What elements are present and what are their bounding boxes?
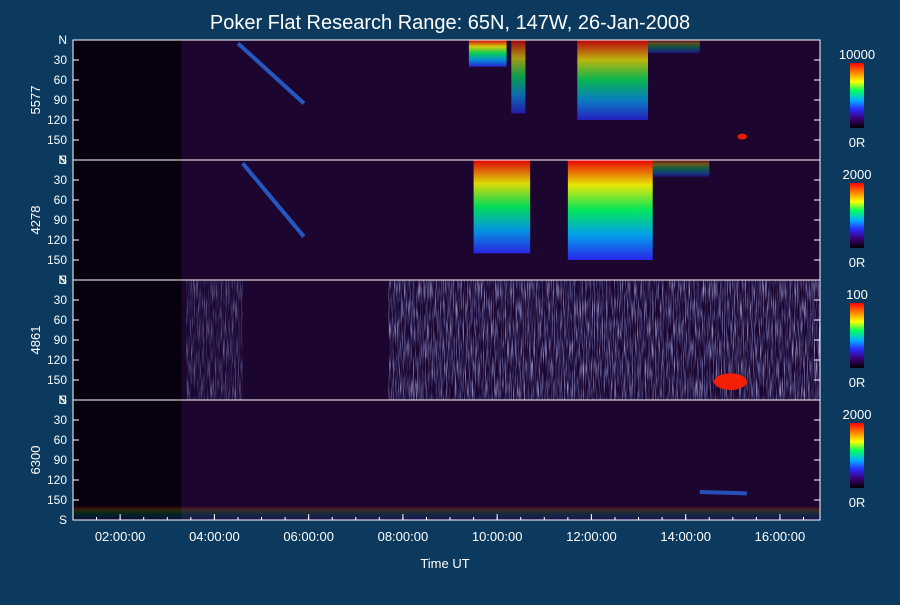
emission-feature-spot (737, 133, 747, 140)
emission-feature-noise (388, 280, 820, 400)
emission-feature-band (652, 160, 710, 177)
emission-feature-band (577, 40, 648, 120)
x-tick-label: 10:00:00 (472, 529, 523, 544)
y-tick-label: 90 (54, 333, 68, 347)
x-tick-label: 04:00:00 (189, 529, 240, 544)
y-tick-label: 120 (47, 233, 67, 247)
emission-feature-band (647, 40, 700, 54)
y-tick-label: S (59, 393, 67, 407)
colorbar (850, 303, 864, 368)
x-axis-label: Time UT (420, 556, 469, 571)
x-tick-label: 16:00:00 (755, 529, 806, 544)
emission-feature-band (567, 160, 653, 260)
y-tick-label: 150 (47, 493, 67, 507)
emission-feature-noise (186, 280, 243, 400)
y-tick-label: 120 (47, 353, 67, 367)
panel-ylabel: 4861 (28, 326, 43, 355)
y-tick-label: 150 (47, 373, 67, 387)
x-tick-label: 14:00:00 (660, 529, 711, 544)
emission-feature-spot (713, 373, 747, 390)
y-tick-label: 90 (54, 93, 68, 107)
emission-feature-band (511, 40, 526, 114)
emission-feature-band (73, 506, 820, 520)
y-tick-label: 150 (47, 253, 67, 267)
x-tick-label: 08:00:00 (378, 529, 429, 544)
y-tick-label: 60 (54, 433, 68, 447)
emission-feature-arc (241, 162, 306, 238)
y-tick-label: 30 (54, 413, 68, 427)
colorbar-max-label: 100 (846, 287, 868, 302)
panel-4278: N 30 60 90 120 150 S 4278 2000 0R (28, 153, 871, 287)
y-tick-label: 60 (54, 193, 68, 207)
colorbar (850, 63, 864, 128)
y-tick-label: 30 (54, 173, 68, 187)
y-tick-label: N (58, 393, 67, 407)
y-tick-label: N (58, 153, 67, 167)
chart-title: Poker Flat Research Range: 65N, 147W, 26… (210, 12, 690, 34)
y-tick-label: 60 (54, 313, 68, 327)
panel-5577: N 30 60 90 120 150 S 5577 10000 0R (28, 33, 875, 167)
y-tick-label: N (58, 273, 67, 287)
colorbar (850, 423, 864, 488)
y-tick-label: 90 (54, 213, 68, 227)
colorbar (850, 183, 864, 248)
x-tick-label: 02:00:00 (95, 529, 146, 544)
panel-ylabel: 5577 (28, 86, 43, 115)
y-tick-label: 60 (54, 73, 68, 87)
panel-ylabel: 6300 (28, 446, 43, 475)
emission-feature-arc (699, 490, 748, 496)
y-tick-label: S (59, 273, 67, 287)
y-tick-label: 150 (47, 133, 67, 147)
colorbar-min-label: 0R (849, 135, 866, 150)
colorbar-min-label: 0R (849, 375, 866, 390)
colorbar-min-label: 0R (849, 495, 866, 510)
emission-feature-band (468, 40, 507, 67)
y-tick-label: S (59, 153, 67, 167)
emission-feature-arc (236, 41, 306, 105)
colorbar-min-label: 0R (849, 255, 866, 270)
panel-4861: N 30 60 90 120 150 S 4861 100 0R (28, 273, 868, 407)
panel-ylabel: 4278 (28, 206, 43, 235)
y-tick-label: 120 (47, 113, 67, 127)
panel-6300: N 30 60 90 120 150 S 6300 2000 0R (28, 393, 871, 527)
emission-feature-band (473, 160, 531, 254)
y-tick-label: S (59, 513, 67, 527)
x-tick-label: 06:00:00 (283, 529, 334, 544)
colorbar-max-label: 10000 (839, 47, 875, 62)
y-tick-label: 30 (54, 293, 68, 307)
y-tick-label: 30 (54, 53, 68, 67)
colorbar-max-label: 2000 (843, 407, 872, 422)
y-tick-label: N (58, 33, 67, 47)
colorbar-max-label: 2000 (843, 167, 872, 182)
y-tick-label: 120 (47, 473, 67, 487)
background-emission (181, 400, 821, 520)
y-tick-label: 90 (54, 453, 68, 467)
x-tick-label: 12:00:00 (566, 529, 617, 544)
